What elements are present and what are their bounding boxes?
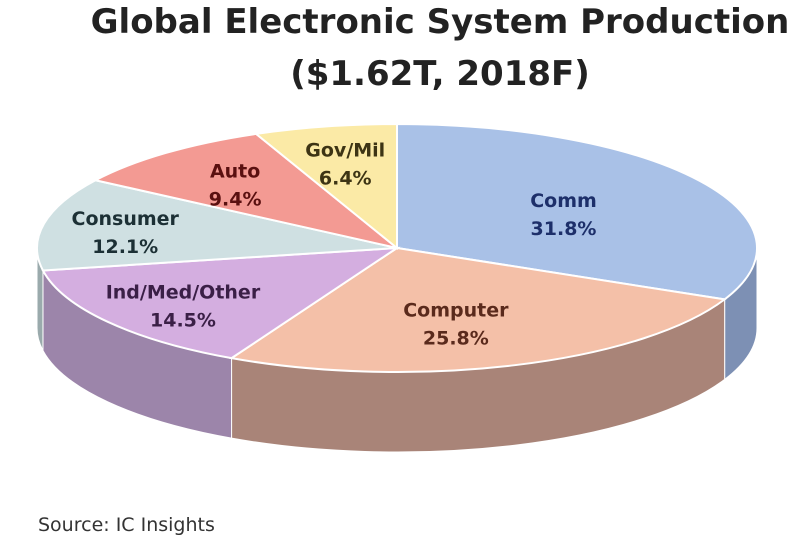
pie-slice-consumer: [36, 179, 398, 272]
pie-slice-ind-med-other: [41, 246, 401, 360]
chart-title: Global Electronic System Production: [90, 2, 790, 42]
pie-slice-gov-mil: [253, 122, 398, 251]
slice-label-gov-mil: Gov/Mil: [305, 140, 385, 162]
source-note: Source: IC Insights: [38, 514, 215, 536]
slice-label-computer: Computer: [403, 300, 509, 322]
slice-value-computer: 25.8%: [423, 328, 489, 350]
slice-label-consumer: Consumer: [72, 208, 180, 230]
slice-label-auto: Auto: [210, 160, 260, 182]
pie-slice-comm: [396, 122, 758, 301]
slice-label-comm: Comm: [530, 190, 597, 212]
slice-value-comm: 31.8%: [531, 218, 597, 240]
chart-subtitle: ($1.62T, 2018F): [290, 54, 590, 94]
slice-value-ind-med-other: 14.5%: [150, 310, 216, 332]
slice-value-consumer: 12.1%: [92, 236, 158, 258]
slice-value-gov-mil: 6.4%: [319, 168, 372, 190]
pie-slice-auto: [92, 132, 398, 249]
slice-label-ind-med-other: Ind/Med/Other: [106, 282, 261, 304]
slice-value-auto: 9.4%: [209, 188, 262, 210]
pie-slice-computer: [228, 246, 728, 373]
